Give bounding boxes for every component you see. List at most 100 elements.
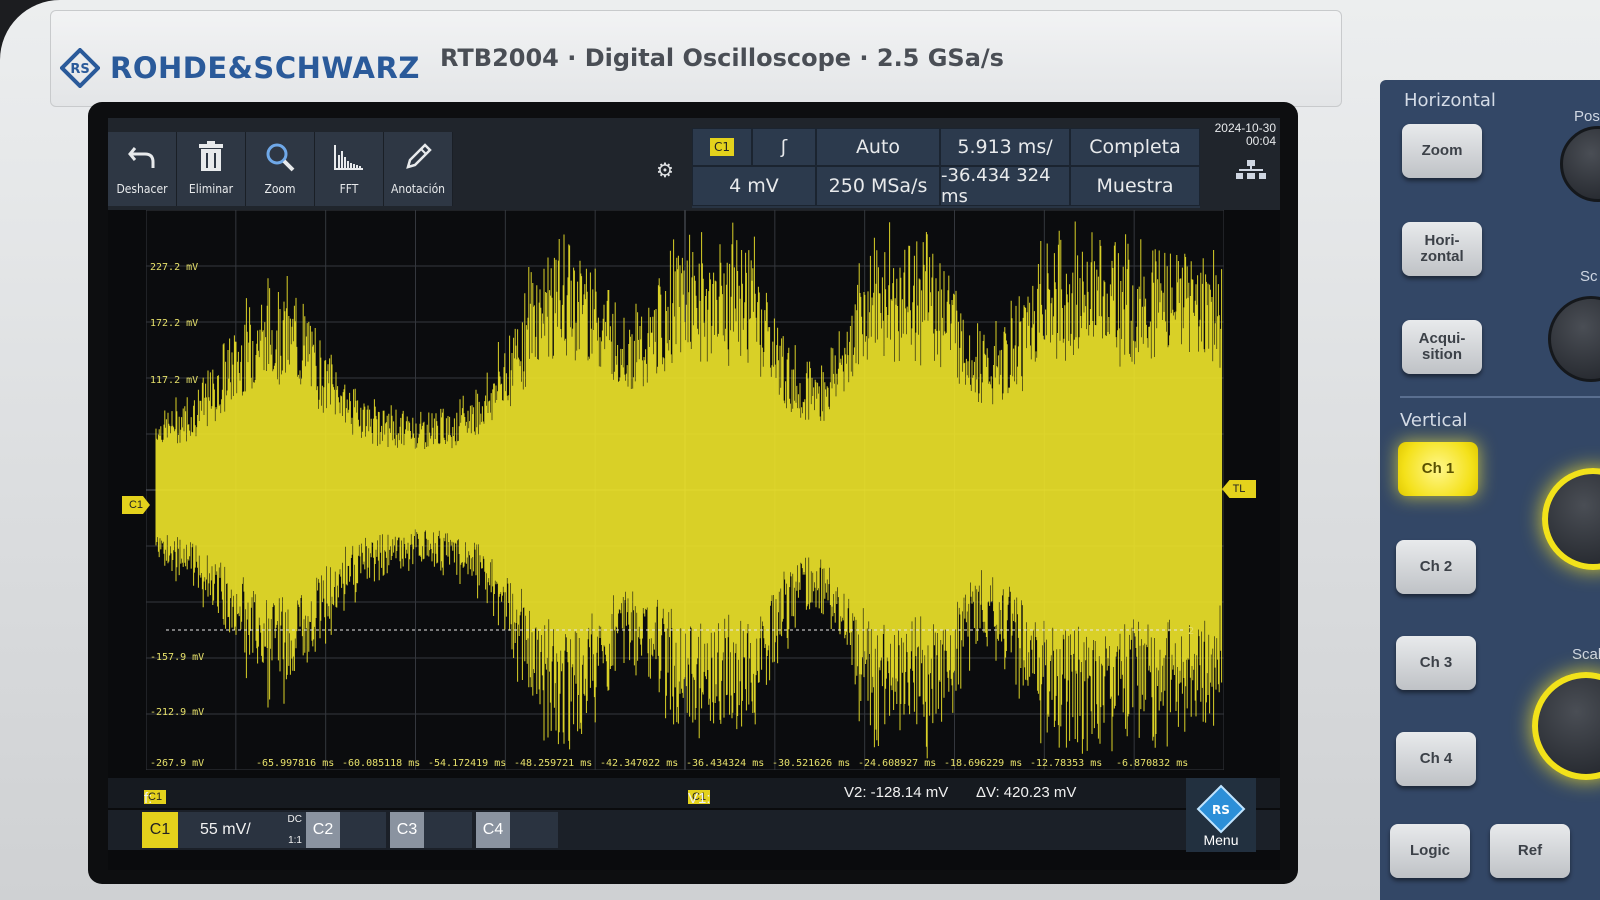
zoom-button[interactable]: Zoom (1402, 124, 1482, 178)
scale-knob-label: Sc (1580, 268, 1598, 285)
vertical-scale-knob[interactable] (1532, 672, 1600, 780)
vertical-scale-label: Scal (1572, 646, 1600, 663)
channel2-scale[interactable] (340, 812, 386, 848)
channel1-scale-value: 55 mV/ (200, 821, 251, 838)
x-axis-label: -54.172419 ms (428, 758, 506, 769)
waveform-trace (155, 221, 1223, 759)
channel1-offset-marker[interactable]: C1 (122, 496, 150, 514)
horizontal-position[interactable]: -36.434 324 ms (940, 165, 1070, 207)
channel2-button[interactable]: C2 (306, 812, 340, 848)
trigger-source[interactable]: C1 (692, 128, 752, 166)
fft-label: FFT (339, 182, 359, 196)
trigger-mode[interactable]: Auto (816, 128, 940, 166)
ref-button[interactable]: Ref (1490, 824, 1570, 878)
x-axis-label: -18.696229 ms (944, 758, 1022, 769)
x-axis-label: -12.78353 ms (1030, 758, 1102, 769)
datetime: 2024-10-30 00:04 (1206, 122, 1276, 148)
y-axis-labels: 227.2 mV 172.2 mV 117.2 mV -157.9 mV -212.9 … (150, 262, 204, 769)
logic-button[interactable]: Logic (1390, 824, 1470, 878)
horizontal-section-title: Horizontal (1404, 90, 1496, 111)
cursor-channel-badge: C1 (688, 790, 711, 804)
trigger-slope[interactable]: ʃ (752, 128, 816, 166)
settings-gear-icon[interactable]: ⚙ (656, 160, 674, 182)
annotation-button[interactable]: Anotación (384, 132, 453, 206)
menu-button[interactable]: RS Menu (1186, 778, 1256, 852)
zoom-tool-label: Zoom (264, 182, 296, 196)
cursor-v2-readout: V2: -128.14 mV (844, 784, 949, 801)
fft-button[interactable]: FFT (315, 132, 384, 206)
channel1-button[interactable]: C1 (142, 812, 178, 848)
ch3-button[interactable]: Ch 3 (1396, 636, 1476, 690)
svg-text:RS: RS (1212, 803, 1230, 817)
channel4-button[interactable]: C4 (476, 812, 510, 848)
trigger-info-panel[interactable]: C1 ʃ 4 mV Auto 250 MSa/s 5.913 ms/ -36.4… (692, 128, 1200, 208)
ch4-button[interactable]: Ch 4 (1396, 732, 1476, 786)
cursor-2-label: 2 (1188, 626, 1194, 637)
x-axis-label: -24.608927 ms (858, 758, 936, 769)
trace-path (155, 221, 1223, 759)
panel-divider (1400, 396, 1600, 398)
acquisition-mode[interactable]: Completa (1070, 128, 1200, 166)
date-text: 2024-10-30 (1214, 121, 1276, 135)
top-label-strip (50, 10, 1342, 107)
y-axis-label: -157.9 mV (150, 652, 204, 663)
acquisition-type[interactable]: Muestra (1070, 166, 1200, 206)
undo-button[interactable]: Deshacer (108, 132, 177, 206)
time-text: 00:04 (1245, 134, 1276, 148)
meas-channel-badge: C1 (144, 790, 167, 804)
trash-icon (199, 141, 223, 171)
channel4-scale[interactable] (510, 812, 558, 848)
rs-logo-icon: RS (60, 48, 100, 88)
network-icon (1236, 160, 1266, 179)
vertical-position-knob[interactable] (1542, 468, 1600, 570)
ch2-button[interactable]: Ch 2 (1396, 540, 1476, 594)
magnifier-icon (266, 143, 295, 172)
channel3-scale[interactable] (424, 812, 472, 848)
horizontal-scale-knob[interactable] (1548, 296, 1600, 382)
toolbar: Deshacer Eliminar Zoom FFT Anotación ⚙ C… (108, 118, 1280, 210)
x-axis-label: -60.085118 ms (342, 758, 420, 769)
undo-label: Deshacer (116, 182, 168, 196)
y-axis-label: 172.2 mV (150, 318, 198, 329)
delete-button[interactable]: Eliminar (177, 132, 246, 206)
trigger-level[interactable]: 4 mV (692, 166, 816, 206)
rs-menu-icon: RS (1196, 784, 1246, 834)
horizontal-position-knob[interactable] (1560, 126, 1600, 202)
brand: RS ROHDE&SCHWARZ (60, 48, 420, 88)
x-axis-label: -42.347022 ms (600, 758, 678, 769)
acquisition-button[interactable]: Acqui- sition (1402, 320, 1482, 374)
y-axis-label: -212.9 mV (150, 707, 204, 718)
waveform-display[interactable]: 2 227.2 mV 172.2 mV 117.2 mV -157.9 mV -212.… (146, 210, 1224, 770)
undo-icon (128, 147, 155, 168)
zoom-tool-button[interactable]: Zoom (246, 132, 315, 206)
channel1-probe: 1:1 (288, 835, 302, 846)
channel-bar: C1 55 mV/ DC 1:1 C2 C3 C4 (108, 810, 1280, 850)
sample-rate[interactable]: 250 MSa/s (816, 166, 940, 206)
brand-name: ROHDE&SCHWARZ (110, 51, 420, 85)
channel1-scale[interactable]: 55 mV/ DC 1:1 (178, 812, 306, 848)
ch1-button[interactable]: Ch 1 (1398, 442, 1478, 496)
annotation-label: Anotación (390, 182, 446, 196)
channel3-button[interactable]: C3 (390, 812, 424, 848)
trigger-level-marker[interactable]: TL (1222, 480, 1256, 498)
fft-spectrum-icon (334, 145, 363, 170)
y-axis-label: 117.2 mV (150, 375, 198, 386)
horizontal-button[interactable]: Hori- zontal (1402, 222, 1482, 276)
y-axis-label: -267.9 mV (150, 758, 204, 769)
control-panel: Horizontal Pos Zoom Hori- zontal Sc Acqu… (1380, 80, 1600, 900)
model-line: RTB2004 · Digital Oscilloscope · 2.5 GSa… (440, 44, 1004, 72)
cursor-delta-readout: ΔV: 420.23 mV (976, 784, 1077, 801)
svg-text:RS: RS (70, 62, 89, 77)
delete-label: Eliminar (188, 182, 234, 196)
scope-screen: Deshacer Eliminar Zoom FFT Anotación ⚙ C… (108, 118, 1280, 870)
x-axis-labels: -65.997816 ms -60.085118 ms -54.172419 ms -… (256, 758, 1188, 769)
menu-label: Menu (1203, 832, 1239, 848)
x-axis-label: -36.434324 ms (686, 758, 764, 769)
y-axis-label: 227.2 mV (150, 262, 198, 273)
time-scale[interactable]: 5.913 ms/ (940, 128, 1070, 166)
x-axis-label: -6.870832 ms (1116, 758, 1188, 769)
x-axis-label: -65.997816 ms (256, 758, 334, 769)
x-axis-label: -30.521626 ms (772, 758, 850, 769)
position-knob-label: Pos (1574, 108, 1600, 125)
